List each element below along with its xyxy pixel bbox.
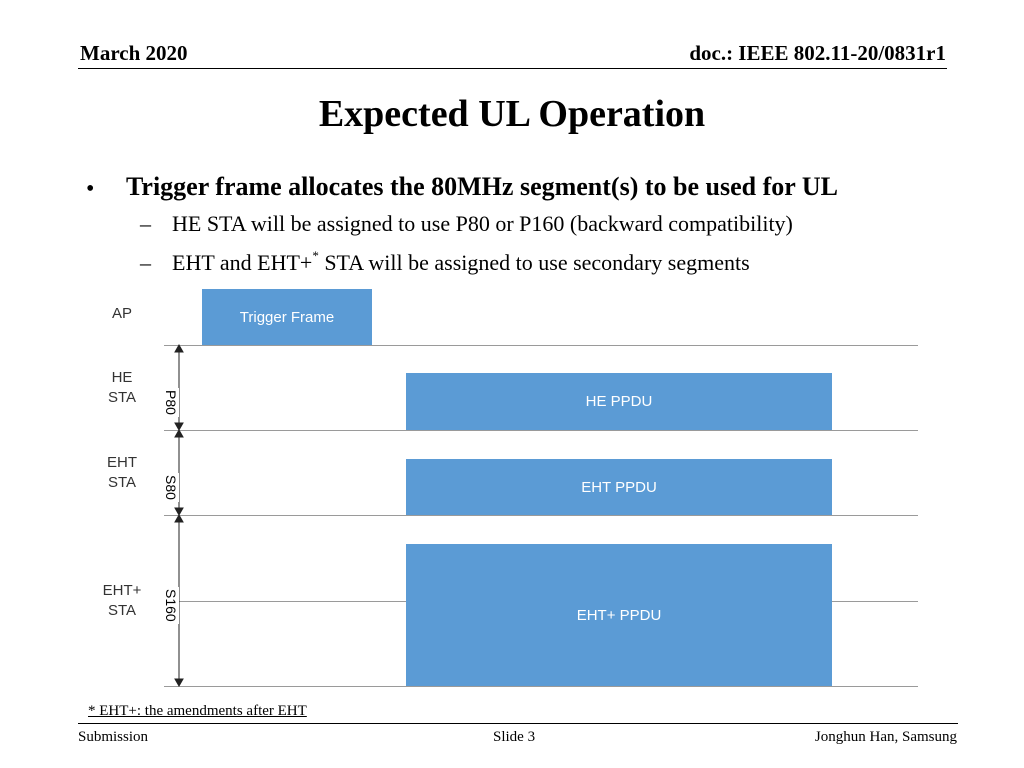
row-divider	[164, 430, 918, 431]
footer-slide-number: Slide 3	[493, 729, 536, 745]
subbullet-eht-text-a: EHT and EHT+	[172, 250, 313, 275]
row-label-he-line2: STA	[107, 389, 137, 406]
row-divider	[164, 345, 918, 346]
row-label-ehtplus-sta: EHT+ STA	[92, 581, 152, 621]
segment-label-s160: S160	[163, 587, 179, 624]
bandwidth-arrows	[174, 343, 184, 688]
trigger-frame-block: Trigger Frame	[202, 289, 372, 345]
subbullet-dash: –	[140, 250, 151, 275]
footer-submission: Submission	[78, 729, 149, 745]
footer-divider	[78, 723, 958, 724]
bullet-marker: •	[86, 176, 95, 202]
row-label-ehtp-line2: STA	[107, 602, 137, 619]
row-label-eht-line1: EHT	[107, 454, 137, 471]
footnote: * EHT+: the amendments after EHT	[88, 703, 307, 719]
he-ppdu-block: HE PPDU	[406, 373, 832, 430]
slide-title: Expected UL Operation	[318, 93, 706, 135]
subbullet-he-sta: HE STA will be assigned to use P80 or P1…	[172, 211, 793, 236]
segment-label-s80: S80	[163, 473, 179, 502]
bullet-main: Trigger frame allocates the 80MHz segmen…	[126, 172, 838, 201]
subbullet-eht-sta: EHT and EHT+* STA will be assigned to us…	[172, 248, 750, 276]
header-divider	[78, 68, 947, 69]
header-date: March 2020	[80, 41, 188, 65]
row-label-he-sta: HE STA	[92, 368, 152, 408]
footer-author: Jonghun Han, Samsung	[814, 729, 957, 745]
row-divider	[164, 686, 918, 687]
segment-label-p80: P80	[163, 388, 179, 417]
row-label-ehtp-line1: EHT+	[102, 582, 142, 599]
asterisk-superscript: *	[312, 248, 319, 263]
row-divider	[164, 515, 918, 516]
ul-operation-diagram: AP HE STA EHT STA EHT+ STA P80 S80 S160	[0, 280, 1024, 700]
row-label-he-line1: HE	[111, 369, 133, 386]
row-label-eht-sta: EHT STA	[92, 453, 152, 493]
header-doc-id: doc.: IEEE 802.11-20/0831r1	[689, 41, 946, 65]
eht-ppdu-block: EHT PPDU	[406, 459, 832, 515]
row-label-ap: AP	[111, 305, 132, 322]
row-label-eht-line2: STA	[107, 474, 137, 491]
ehtplus-ppdu-block: EHT+ PPDU	[406, 544, 832, 686]
subbullet-dash: –	[140, 211, 151, 236]
subbullet-eht-text-b: STA will be assigned to use secondary se…	[318, 250, 750, 275]
